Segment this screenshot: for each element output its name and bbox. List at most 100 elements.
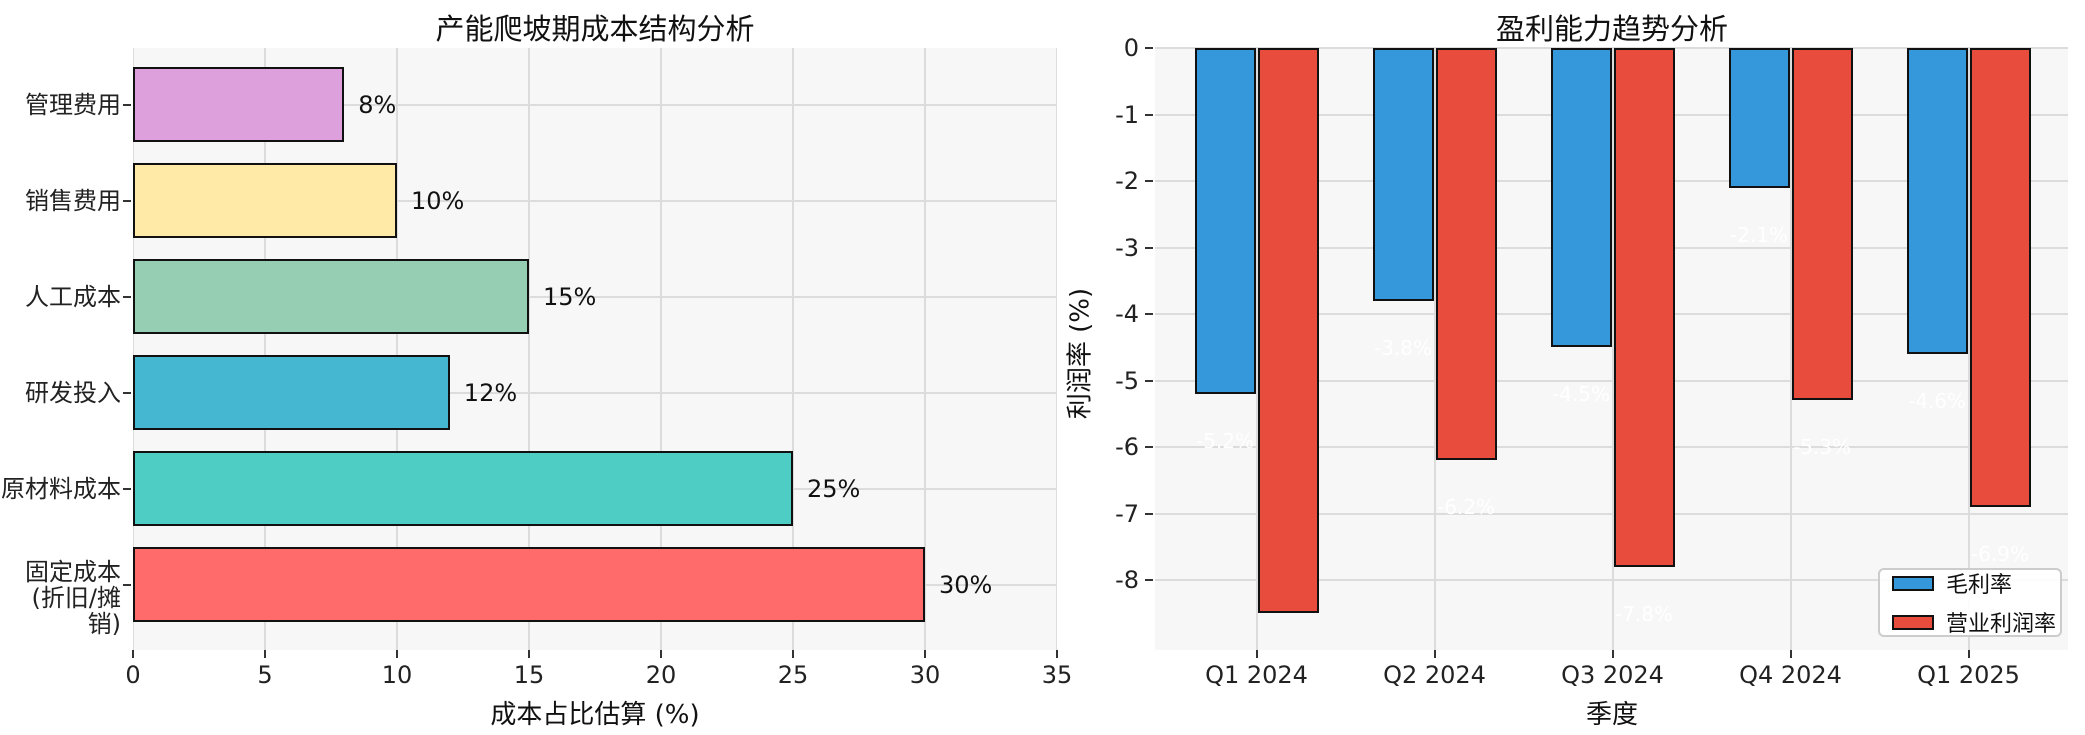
y-tick-label: -4 [1115, 300, 1139, 328]
bar-value-label: -3.8% [1373, 335, 1433, 360]
gridline-y [133, 391, 1057, 394]
x-tick-label: 10 [381, 661, 413, 689]
x-tickmark [396, 650, 398, 658]
bar-value-label: -5.3% [1792, 435, 1852, 460]
bar-value-label: 25% [807, 474, 861, 503]
y-tickmark [1145, 446, 1153, 448]
bar-2 [133, 163, 397, 238]
category-label: 管理费用 [25, 90, 121, 119]
gridline-x [924, 48, 926, 650]
y-tickmark [1145, 47, 1153, 49]
x-tickmark [924, 650, 926, 658]
gridline-x [133, 48, 134, 650]
bar-value-label: -5.2% [1195, 428, 1255, 453]
x-tick-label: Q1 2024 [1205, 661, 1308, 689]
y-tickmark [1145, 113, 1153, 116]
legend-row: 营业利润率 [1892, 606, 2056, 638]
x-tickmark [1611, 650, 1614, 658]
gridline-y [133, 103, 1057, 106]
x-tick-label: Q4 2024 [1739, 661, 1842, 689]
gridline-x [528, 48, 530, 650]
y-tickmark [123, 391, 131, 394]
y-tickmark [123, 295, 131, 298]
category-label: 研发投入 [25, 378, 121, 407]
bar-3 [133, 259, 529, 334]
bar-value-label: 30% [939, 570, 993, 599]
category-label: 固定成本 (折旧/摊销) [25, 557, 121, 638]
bar-营业利润率-3 [1613, 48, 1675, 567]
gridline-x [1056, 48, 1057, 650]
y-tick-label: -3 [1115, 233, 1139, 262]
legend: 毛利率营业利润率 [1878, 568, 2062, 637]
gridline-x [660, 48, 662, 650]
legend-label: 毛利率 [1946, 573, 2013, 598]
bar-value-label: -6.2% [1436, 495, 1496, 520]
bar-营业利润率-5 [1969, 48, 2031, 507]
bar-value-label: -6.9% [1970, 541, 2030, 566]
gridline-x [1255, 47, 1258, 650]
y-tickmark [1145, 579, 1153, 581]
gridline-x [264, 48, 266, 650]
legend-swatch-icon [1892, 575, 1934, 591]
bar-6 [133, 547, 925, 622]
y-tickmark [1145, 246, 1153, 249]
x-tickmark [132, 650, 134, 658]
gridline-x [1967, 47, 1970, 650]
bar-value-label: 12% [463, 378, 518, 407]
gridline-x [1789, 47, 1792, 650]
y-tickmark [123, 103, 131, 106]
bar-营业利润率-4 [1791, 48, 1853, 401]
bar-value-label: 10% [411, 186, 465, 215]
x-tick-label: 5 [257, 661, 273, 689]
x-tickmark [660, 650, 662, 658]
gridline-x [396, 48, 398, 650]
bar-毛利率-2 [1372, 48, 1434, 301]
x-tick-label: 35 [1041, 661, 1073, 689]
y-tickmark [123, 487, 131, 490]
category-label: 人工成本 [25, 282, 121, 311]
bar-value-label: -2.1% [1729, 222, 1789, 247]
y-tick-label: -1 [1115, 100, 1139, 129]
legend-swatch-icon [1892, 614, 1934, 630]
x-tickmark [1255, 650, 1258, 658]
x-tick-label: Q2 2024 [1383, 661, 1486, 689]
x-tick-label: 15 [513, 661, 545, 689]
right-chart-title: 盈利能力趋势分析 [1495, 12, 1729, 46]
bar-5 [133, 451, 793, 526]
x-tickmark [1433, 650, 1436, 658]
category-label: 原材料成本 [1, 474, 121, 503]
bar-value-label: 8% [358, 90, 397, 119]
y-tick-label: -5 [1115, 366, 1139, 395]
bar-value-label: -7.8% [1614, 601, 1674, 626]
y-tickmark [1145, 313, 1153, 315]
bar-营业利润率-2 [1435, 48, 1497, 461]
bar-营业利润率-1 [1257, 48, 1319, 614]
gridline-x [792, 48, 794, 650]
bar-毛利率-5 [1906, 48, 1968, 354]
y-tickmark [1145, 379, 1153, 382]
x-tick-label: 20 [645, 661, 677, 689]
y-tick-label: -6 [1115, 433, 1139, 461]
bar-毛利率-4 [1728, 48, 1790, 188]
x-tick-label: Q1 2025 [1917, 661, 2020, 689]
bar-4 [133, 355, 450, 430]
y-tickmark [123, 583, 131, 586]
bar-value-label: -4.6% [1907, 388, 1967, 413]
y-tickmark [123, 199, 131, 202]
gridline-y [133, 295, 1057, 298]
category-label: 销售费用 [25, 186, 121, 215]
y-tick-label: -8 [1115, 566, 1139, 594]
x-tick-label: 0 [125, 661, 141, 689]
x-tick-label: 30 [909, 661, 941, 689]
y-tickmark [1145, 512, 1153, 515]
bar-毛利率-3 [1550, 48, 1612, 348]
y-tick-label: -7 [1115, 499, 1139, 528]
y-tick-label: -2 [1115, 167, 1139, 195]
bar-value-label: -4.5% [1551, 382, 1611, 407]
right-plot-clip: -5.2% -8.5% -3.8% -6.2% -4.5% -7.8% -2.1% -5.3%… [1155, 47, 2068, 650]
legend-row: 毛利率 [1892, 567, 2048, 599]
x-tickmark [1789, 650, 1792, 658]
x-tick-label: 25 [777, 661, 809, 689]
right-x-axis-label: 季度 [1585, 700, 1639, 730]
